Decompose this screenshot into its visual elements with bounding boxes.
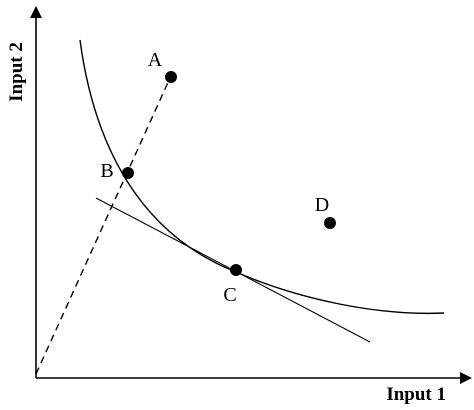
y-axis-label: Input 2 [6,42,27,102]
point-d-dot [324,217,336,229]
point-c-dot [230,264,242,276]
point-b-dot [122,167,134,179]
point-d-label: D [315,194,329,216]
point-c-label: C [223,284,236,306]
isoquant-curve [79,39,445,315]
x-axis-label: Input 1 [386,384,446,405]
dashed-ray [35,77,171,375]
point-a-label: A [148,49,163,71]
point-a-dot [165,71,177,83]
point-b-label: B [100,160,113,182]
